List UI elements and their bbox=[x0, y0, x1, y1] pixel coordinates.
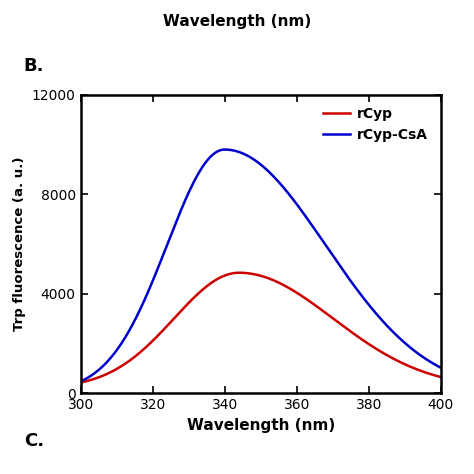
rCyp-CsA bbox=[326, 246, 331, 252]
rCyp bbox=[223, 272, 229, 278]
Text: Wavelength (nm): Wavelength (nm) bbox=[163, 14, 311, 29]
rCyp bbox=[359, 337, 365, 342]
Text: C.: C. bbox=[24, 432, 44, 450]
rCyp-CsA bbox=[224, 147, 229, 153]
rCyp bbox=[326, 312, 331, 318]
rCyp-CsA bbox=[78, 379, 83, 384]
Line: rCyp: rCyp bbox=[81, 273, 441, 383]
rCyp-CsA bbox=[359, 293, 365, 299]
Y-axis label: Trp fluorescence (a. u.): Trp fluorescence (a. u.) bbox=[13, 157, 26, 331]
rCyp-CsA bbox=[237, 149, 242, 155]
rCyp bbox=[438, 374, 444, 380]
rCyp-CsA bbox=[222, 147, 228, 153]
rCyp bbox=[78, 380, 83, 385]
rCyp bbox=[115, 366, 120, 372]
X-axis label: Wavelength (nm): Wavelength (nm) bbox=[187, 418, 335, 433]
Legend: rCyp, rCyp-CsA: rCyp, rCyp-CsA bbox=[317, 102, 434, 148]
rCyp bbox=[365, 341, 371, 346]
rCyp-CsA bbox=[365, 301, 371, 307]
rCyp-CsA bbox=[115, 346, 120, 352]
Text: B.: B. bbox=[24, 57, 44, 75]
rCyp bbox=[237, 270, 242, 275]
rCyp-CsA bbox=[438, 365, 444, 371]
Line: rCyp-CsA: rCyp-CsA bbox=[81, 150, 441, 382]
rCyp bbox=[237, 270, 242, 275]
